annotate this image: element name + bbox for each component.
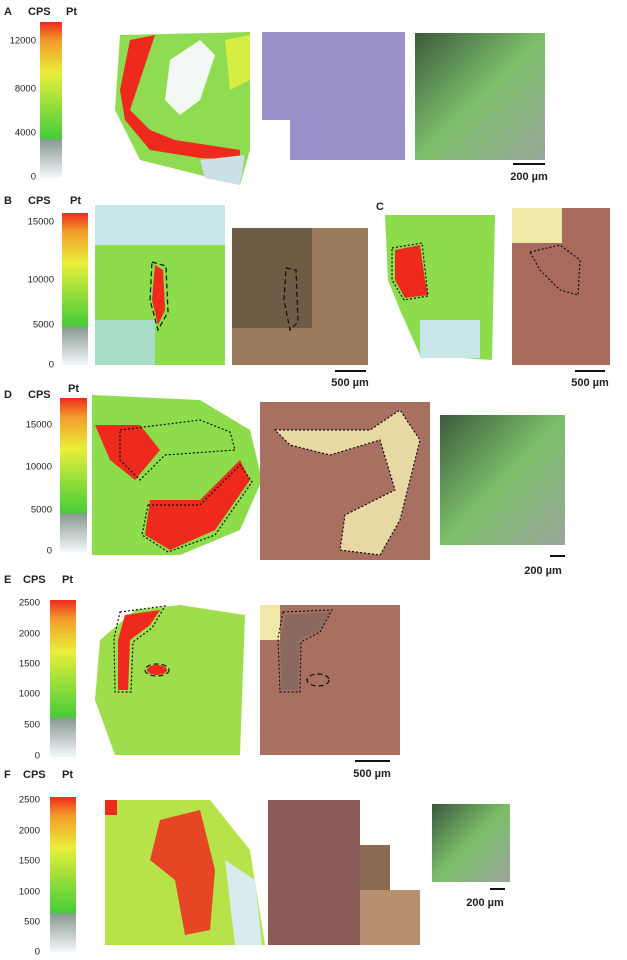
colorbar-tick: 15000 — [28, 217, 54, 228]
histology-region — [232, 228, 312, 328]
colorbar-tick: 0 — [35, 947, 40, 958]
fluorescence-image — [432, 804, 510, 882]
colorbar-tick: 10000 — [26, 462, 52, 473]
colorbar-tick: 15000 — [26, 420, 52, 431]
scale-bar-label: 200 µm — [510, 171, 548, 183]
colorbar-tick: 500 — [24, 720, 40, 731]
panel-e: E CPS Pt 2500 2000 1500 1000 500 0 500 µ… — [4, 574, 400, 780]
colorbar-tick: 0 — [31, 172, 36, 183]
panel-label: D — [4, 389, 12, 401]
heatmap-image — [95, 205, 225, 365]
colorbar-tick: 1500 — [19, 659, 40, 670]
histology-gap — [262, 120, 290, 160]
colorbar-tick: 5000 — [33, 320, 54, 331]
colorbar-tick: 4000 — [15, 128, 36, 139]
colorbar-tick: 10000 — [28, 275, 54, 286]
colorbar-tick: 5000 — [31, 505, 52, 516]
panel-label: F — [4, 769, 11, 781]
scale-bar-label: 200 µm — [524, 565, 562, 577]
scale-bar-label: 500 µm — [331, 377, 369, 389]
panel-label: B — [4, 195, 12, 207]
element-label: Pt — [70, 195, 81, 207]
cps-label: CPS — [28, 389, 51, 401]
panel-label: A — [4, 6, 12, 18]
scale-bar-label: 500 µm — [353, 768, 391, 780]
colorbar-tick: 2500 — [19, 598, 40, 609]
scale-bar-label: 500 µm — [571, 377, 609, 389]
histology-region — [512, 208, 562, 243]
cps-label: CPS — [28, 6, 51, 18]
panel-label: C — [376, 201, 384, 213]
heatmap-image — [105, 800, 265, 945]
colorbar-tick: 12000 — [10, 36, 36, 47]
panel-c: C 500 µm — [376, 201, 610, 389]
colorbar-tick: 1000 — [19, 887, 40, 898]
panel-label: E — [4, 574, 11, 586]
cps-label: CPS — [28, 195, 51, 207]
colorbar-tick: 500 — [24, 917, 40, 928]
heatmap-image — [115, 32, 250, 185]
colorbar-tick: 0 — [47, 546, 52, 557]
colorbar-tick: 0 — [35, 751, 40, 762]
histology-image — [268, 800, 360, 945]
heatmap-image — [385, 215, 495, 360]
colorbar-tick: 2500 — [19, 795, 40, 806]
colorbar-tick: 1000 — [19, 689, 40, 700]
colorbar — [60, 398, 87, 552]
colorbar — [62, 213, 88, 365]
fluorescence-image — [440, 415, 565, 545]
element-label: Pt — [62, 574, 73, 586]
panel-b: B CPS Pt 15000 10000 5000 0 500 µm — [4, 195, 369, 389]
cps-label: CPS — [23, 574, 46, 586]
colorbar-tick: 0 — [49, 360, 54, 371]
heatmap-image — [95, 605, 245, 755]
element-label: Pt — [62, 769, 73, 781]
colorbar-tick: 1500 — [19, 856, 40, 867]
histology-image — [260, 605, 400, 755]
scale-bar-label: 200 µm — [466, 897, 504, 909]
heatmap-image — [92, 395, 262, 555]
panel-a: A CPS Pt 12000 8000 4000 0 200 µm — [4, 6, 548, 185]
panel-f: F CPS Pt 2500 2000 1500 1000 500 0 200 µ… — [4, 769, 510, 958]
colorbar — [50, 797, 76, 952]
colorbar — [40, 22, 62, 178]
colorbar — [50, 600, 76, 757]
panel-d: D CPS Pt 15000 10000 5000 0 200 µm — [4, 383, 565, 577]
fluorescence-image — [415, 33, 545, 160]
cps-label: CPS — [23, 769, 46, 781]
element-label: Pt — [68, 383, 79, 395]
colorbar-tick: 8000 — [15, 84, 36, 95]
element-label: Pt — [66, 6, 77, 18]
colorbar-tick: 2000 — [19, 826, 40, 837]
colorbar-tick: 2000 — [19, 629, 40, 640]
